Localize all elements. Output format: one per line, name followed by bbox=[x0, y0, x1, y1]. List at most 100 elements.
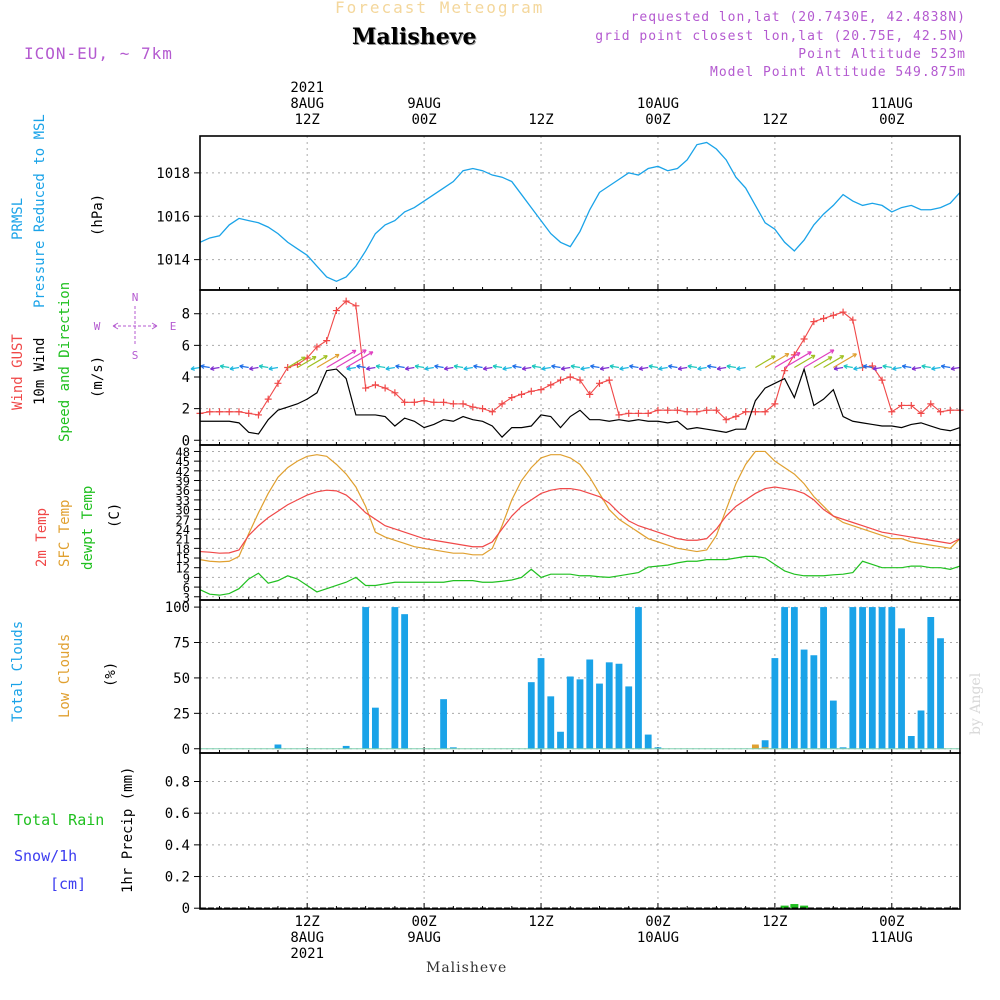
wind-direction-arrowhead bbox=[716, 366, 722, 371]
wind-direction-arrow bbox=[424, 366, 434, 370]
wind-gust-marker bbox=[518, 390, 526, 398]
panel-frame-pressure bbox=[199, 135, 961, 291]
total-cloud-bar bbox=[810, 655, 818, 749]
wind-direction-arrowhead bbox=[356, 364, 361, 369]
wind-gust-marker bbox=[615, 411, 623, 419]
top-time-label: 12Z bbox=[762, 112, 788, 128]
wind-gust-marker bbox=[371, 381, 379, 389]
y-tick-label: 0.6 bbox=[165, 806, 190, 822]
wind-direction-arrowhead bbox=[827, 356, 833, 361]
wind-direction-arrow bbox=[483, 366, 493, 370]
wind-gust-marker bbox=[264, 395, 272, 403]
wind-direction-arrow bbox=[853, 366, 863, 370]
wind-gust-label: Wind GUST bbox=[10, 334, 26, 410]
wind-direction-arrowhead bbox=[911, 366, 917, 371]
y-tick-label: 33 bbox=[176, 494, 190, 508]
pressure-line bbox=[199, 141, 961, 283]
precip-unit: 1hr Precip (mm) bbox=[120, 766, 136, 893]
wind-direction-arrow bbox=[784, 351, 812, 369]
wind-direction-arrow bbox=[717, 366, 727, 370]
wind-direction-arrow bbox=[336, 349, 367, 369]
wind-direction-arrow bbox=[687, 365, 698, 369]
wind-gust-marker bbox=[410, 398, 418, 406]
wind-direction-arrow bbox=[707, 365, 717, 369]
credit-watermark: by Angel bbox=[968, 672, 984, 735]
grid-point: grid point closest lon,lat (20.75E, 42.5… bbox=[595, 29, 966, 44]
wind-direction-arrowhead bbox=[872, 366, 878, 371]
total-cloud-bar bbox=[937, 638, 944, 749]
temp-unit: (C) bbox=[107, 502, 123, 528]
wind-gust-marker bbox=[888, 408, 896, 416]
wind-direction-arrowhead bbox=[311, 356, 317, 361]
wind-gust-marker bbox=[449, 400, 457, 408]
wind-direction-arrow bbox=[356, 365, 366, 369]
wind-direction-arrow bbox=[911, 366, 922, 370]
total-cloud-bar bbox=[362, 607, 370, 749]
cloud-unit: (%) bbox=[103, 661, 119, 687]
wind-direction-arrowhead bbox=[368, 351, 374, 356]
wind-gust-marker bbox=[381, 384, 389, 392]
wind-gust-marker bbox=[332, 307, 340, 315]
wind-direction-arrow bbox=[726, 365, 736, 369]
wind-direction-arrow bbox=[882, 365, 892, 369]
top-time-label: 9AUG 00Z bbox=[407, 96, 441, 128]
wind-gust-marker bbox=[401, 398, 409, 406]
wind-gust-marker bbox=[557, 376, 565, 384]
rain-bar bbox=[790, 904, 799, 909]
wind-direction-arrowhead bbox=[335, 353, 340, 359]
total-cloud-bar bbox=[342, 745, 350, 749]
wind-direction-arrowhead bbox=[512, 364, 517, 369]
wind-gust-marker bbox=[839, 308, 847, 316]
wind-direction-arrowhead bbox=[362, 349, 367, 354]
wind-direction-arrowhead bbox=[619, 366, 624, 371]
wind-direction-arrow bbox=[668, 365, 678, 369]
wind-direction-arrowhead bbox=[190, 366, 195, 371]
wind-direction-arrowhead bbox=[940, 364, 946, 369]
wind-gust-marker bbox=[527, 387, 535, 395]
location-title: Malisheve bbox=[352, 24, 477, 50]
wind-direction-arrow bbox=[697, 366, 707, 370]
y-tick-label: 3 bbox=[183, 591, 190, 605]
wind-direction-arrow bbox=[833, 366, 844, 370]
wind-direction-arrowhead bbox=[463, 366, 468, 371]
y-tick-label: 2 bbox=[182, 402, 190, 418]
wind-direction-arrowhead bbox=[301, 356, 306, 361]
wind-direction-arrowhead bbox=[570, 364, 575, 369]
wind-direction-arrow bbox=[453, 365, 464, 369]
temp-dewpt-line bbox=[199, 555, 961, 596]
total-cloud-bar bbox=[615, 663, 623, 749]
panel-frame-precip bbox=[199, 752, 961, 910]
wind-speed-line bbox=[200, 367, 961, 438]
compass-w: W bbox=[94, 320, 101, 333]
wind-gust-marker bbox=[742, 408, 750, 416]
wind-gust-marker bbox=[313, 343, 321, 351]
wind-direction-arrowhead bbox=[375, 364, 381, 369]
wind-direction-arrow bbox=[229, 366, 240, 370]
y-tick-label: 15 bbox=[176, 552, 190, 566]
wind-direction-arrow bbox=[580, 366, 590, 370]
total-cloud-bar bbox=[859, 607, 866, 749]
wind-gust-marker bbox=[761, 408, 769, 416]
wind-gust-marker bbox=[215, 408, 223, 416]
wind-direction-arrow bbox=[678, 366, 688, 370]
wind-gust-marker bbox=[440, 398, 448, 406]
low-cloud-bar bbox=[751, 744, 759, 749]
wind-direction-arrowhead bbox=[521, 366, 527, 371]
wind-direction-arrowhead bbox=[736, 366, 741, 371]
wind-gust-marker bbox=[469, 403, 477, 411]
wind-direction-arrowhead bbox=[810, 354, 816, 360]
wind-direction-arrowhead bbox=[239, 364, 244, 369]
total-cloud-bar bbox=[829, 700, 837, 749]
panel-frame-temp bbox=[199, 444, 961, 601]
wind-gust-marker bbox=[498, 400, 506, 408]
compass-s: S bbox=[132, 349, 139, 362]
wind-direction-arrowhead bbox=[492, 364, 498, 369]
bottom-time-label: 12Z bbox=[762, 914, 788, 930]
wind-direction-arrow bbox=[872, 366, 883, 370]
product-title: Forecast Meteogram bbox=[335, 0, 545, 17]
wind-direction-arrowhead bbox=[807, 351, 812, 356]
wind-gust-marker bbox=[284, 364, 292, 371]
wind-direction-arrowhead bbox=[638, 366, 644, 371]
wind-direction-arrow bbox=[405, 366, 415, 370]
